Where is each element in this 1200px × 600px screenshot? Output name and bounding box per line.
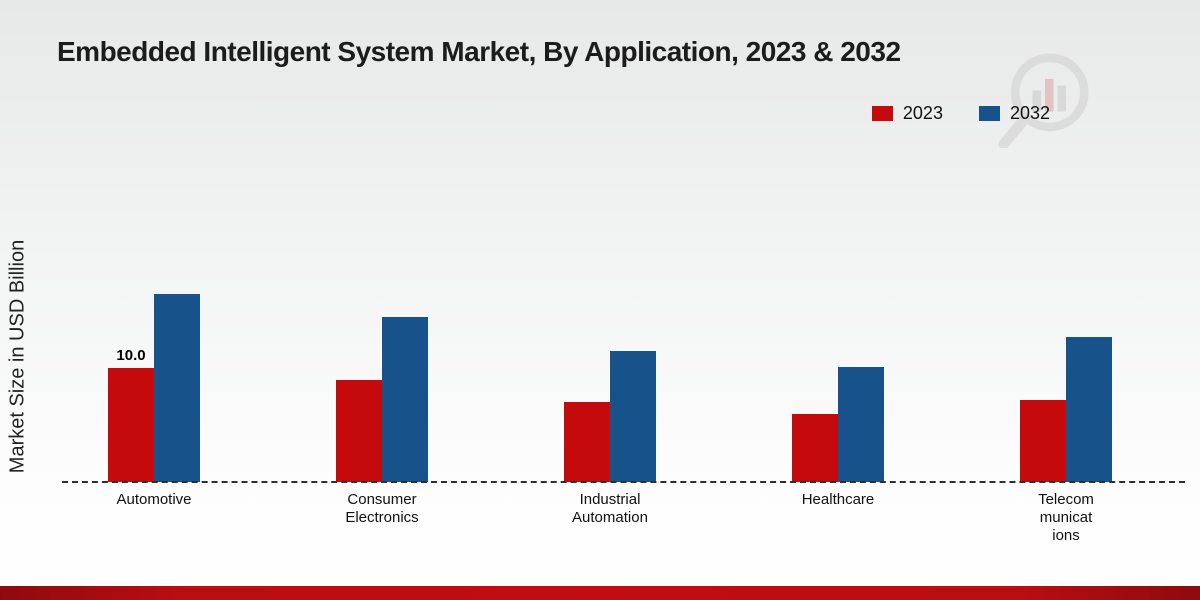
bar-2023-automotive: 10.0	[108, 347, 154, 482]
category-label-industrial-automation: Industrial Automation	[572, 491, 648, 526]
bar-2032-industrial-automation	[610, 351, 656, 482]
page-title: Embedded Intelligent System Market, By A…	[57, 36, 901, 67]
bar-group-telecommunications	[952, 277, 1180, 482]
bar-2032-healthcare	[838, 367, 884, 482]
watermark-logo	[996, 52, 1092, 150]
bar-value-label: 10.0	[116, 347, 146, 365]
legend: 2023 2032	[871, 103, 1050, 124]
bar-2023-healthcare	[792, 413, 838, 482]
bar-group-healthcare	[724, 277, 952, 482]
x-axis-baseline	[62, 481, 1185, 483]
legend-item-2023: 2023	[871, 103, 943, 124]
bar-2032-telecommunications	[1066, 337, 1112, 482]
bar-group-automotive: 10.0	[40, 277, 268, 482]
legend-swatch-2023	[871, 106, 893, 121]
y-axis-label: Market Size in USD Billion	[6, 239, 29, 474]
category-label-consumer-electronics: Consumer Electronics	[345, 491, 419, 526]
bar-2032-automotive	[154, 294, 200, 482]
legend-swatch-2032	[978, 106, 1000, 121]
bar-group-consumer-electronics	[268, 277, 496, 482]
bar-2023-consumer-electronics	[336, 379, 382, 482]
bottom-accent-bar	[0, 586, 1200, 600]
category-label-telecommunications: Telecom municat ions	[1038, 491, 1094, 544]
bar-2023-industrial-automation	[564, 402, 610, 482]
category-label-automotive: Automotive	[116, 491, 192, 508]
bar-group-industrial-automation	[496, 277, 724, 482]
legend-label-2023: 2023	[902, 103, 943, 123]
category-labels: Automotive Consumer Electronics Industrial A…	[40, 491, 1180, 545]
chart-plot: 10.0	[40, 277, 1180, 482]
bar-2032-consumer-electronics	[382, 316, 428, 482]
legend-label-2032: 2032	[1009, 103, 1050, 123]
magnifier-chart-icon	[998, 53, 1089, 150]
category-label-healthcare: Healthcare	[801, 491, 875, 508]
bar-2023-telecommunications	[1020, 400, 1066, 482]
legend-item-2032: 2032	[978, 103, 1050, 124]
